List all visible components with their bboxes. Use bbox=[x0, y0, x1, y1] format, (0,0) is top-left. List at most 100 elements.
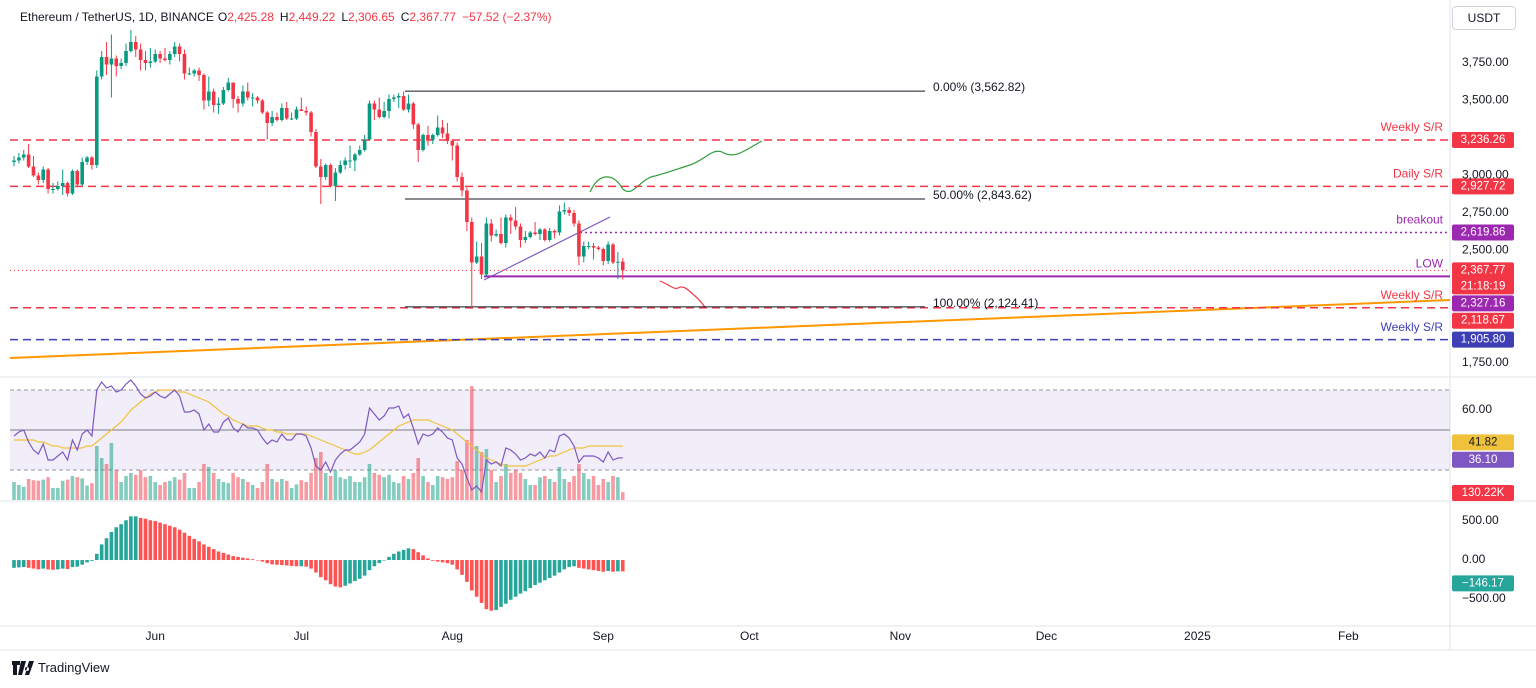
level-label: Weekly S/R bbox=[1381, 288, 1444, 302]
candle-body bbox=[85, 157, 89, 162]
volume-bar bbox=[606, 482, 610, 500]
macd-bar bbox=[270, 560, 274, 565]
candle-body bbox=[119, 63, 123, 66]
macd-bar bbox=[280, 560, 284, 566]
volume-bar bbox=[148, 476, 153, 500]
volume-bar bbox=[596, 485, 601, 500]
candle-body bbox=[518, 226, 523, 240]
volume-bar bbox=[435, 476, 440, 500]
legend-key: L bbox=[341, 10, 348, 24]
candle-body bbox=[284, 108, 289, 119]
volume-bar bbox=[421, 476, 425, 500]
volume-bar bbox=[265, 464, 270, 500]
volume-bar bbox=[581, 473, 586, 500]
candle-body bbox=[460, 177, 464, 191]
candle-body bbox=[508, 217, 513, 221]
volume-bar bbox=[620, 492, 625, 500]
volume-bar bbox=[547, 479, 552, 500]
macd-bar bbox=[328, 560, 333, 585]
candle-body bbox=[26, 154, 31, 167]
volume-bar bbox=[528, 485, 533, 500]
y-tick-label: −500.00 bbox=[1462, 591, 1506, 605]
volume-bar bbox=[172, 477, 177, 500]
volume-bar bbox=[260, 482, 265, 500]
candle-body bbox=[46, 169, 50, 189]
macd-bar bbox=[17, 560, 21, 568]
candle-body bbox=[528, 232, 533, 237]
candle-body bbox=[392, 97, 396, 99]
y-tick-label: 60.00 bbox=[1462, 402, 1492, 416]
macd-bar bbox=[197, 541, 201, 561]
volume-bar bbox=[362, 477, 367, 500]
candle-body bbox=[124, 51, 128, 63]
x-tick-label: Dec bbox=[1036, 629, 1057, 643]
macd-bar bbox=[133, 516, 138, 561]
volume-bar bbox=[153, 482, 158, 500]
candle-body bbox=[216, 103, 221, 105]
volume-bar bbox=[469, 386, 474, 500]
volume-bar bbox=[119, 482, 123, 500]
legend-value: 2,449.22 bbox=[288, 10, 336, 24]
volume-bar bbox=[85, 485, 89, 500]
candle-body bbox=[319, 166, 323, 177]
candle-body bbox=[36, 175, 41, 180]
volume-bar bbox=[601, 479, 606, 500]
candle-body bbox=[445, 133, 450, 141]
volume-bar bbox=[411, 473, 416, 500]
legend-value: 2,425.28 bbox=[227, 10, 274, 24]
candle-body bbox=[577, 223, 581, 257]
candle-body bbox=[148, 61, 153, 63]
volume-bar bbox=[309, 473, 313, 500]
volume-bar bbox=[396, 483, 401, 500]
volume-bar bbox=[236, 477, 240, 500]
y-tick-label: 500.00 bbox=[1462, 513, 1499, 527]
macd-bar bbox=[333, 560, 338, 587]
macd-bar bbox=[99, 544, 104, 561]
macd-bar bbox=[41, 560, 46, 569]
macd-bar bbox=[104, 538, 109, 561]
macd-bar bbox=[460, 560, 464, 575]
macd-bar bbox=[211, 549, 216, 561]
candle-body bbox=[396, 96, 401, 98]
macd-bar bbox=[70, 560, 75, 568]
level-label: breakout bbox=[1396, 213, 1443, 227]
brand-logo bbox=[12, 660, 34, 675]
macd-bar bbox=[601, 560, 606, 572]
macd-bar bbox=[348, 560, 352, 584]
legend-value: −57.52 (−2.37%) bbox=[462, 10, 552, 24]
volume-bar bbox=[104, 464, 109, 500]
macd-bar bbox=[533, 560, 537, 585]
volume-bar bbox=[21, 486, 26, 500]
macd-bar bbox=[474, 560, 479, 597]
candle-body bbox=[226, 82, 231, 90]
macd-bar bbox=[353, 560, 357, 582]
candle-body bbox=[586, 246, 591, 247]
macd-bar bbox=[12, 560, 16, 568]
candle-body bbox=[56, 186, 60, 189]
y-tick-label: 3,500.00 bbox=[1462, 93, 1509, 107]
candle-body bbox=[60, 183, 65, 186]
macd-bar bbox=[202, 544, 206, 561]
x-tick-label: Jul bbox=[294, 629, 309, 643]
macd-bar bbox=[606, 560, 610, 571]
currency-button[interactable]: USDT bbox=[1452, 6, 1516, 30]
macd-bar bbox=[241, 557, 245, 561]
level-price-label-bg bbox=[1452, 178, 1514, 195]
volume-bar bbox=[518, 473, 523, 500]
macd-last-label-bg bbox=[1452, 575, 1514, 592]
candle-body bbox=[294, 109, 299, 119]
macd-bar bbox=[489, 560, 494, 611]
volume-bar bbox=[508, 473, 513, 500]
macd-bar bbox=[494, 560, 498, 610]
volume-bar bbox=[207, 467, 211, 500]
macd-bar bbox=[450, 560, 455, 565]
volume-bar bbox=[357, 482, 362, 500]
candle-body bbox=[65, 183, 70, 194]
candle-body bbox=[99, 57, 104, 77]
macd-bar bbox=[406, 548, 411, 561]
macd-bar bbox=[362, 560, 367, 576]
candle-body bbox=[207, 91, 211, 101]
candle-body bbox=[523, 237, 528, 240]
